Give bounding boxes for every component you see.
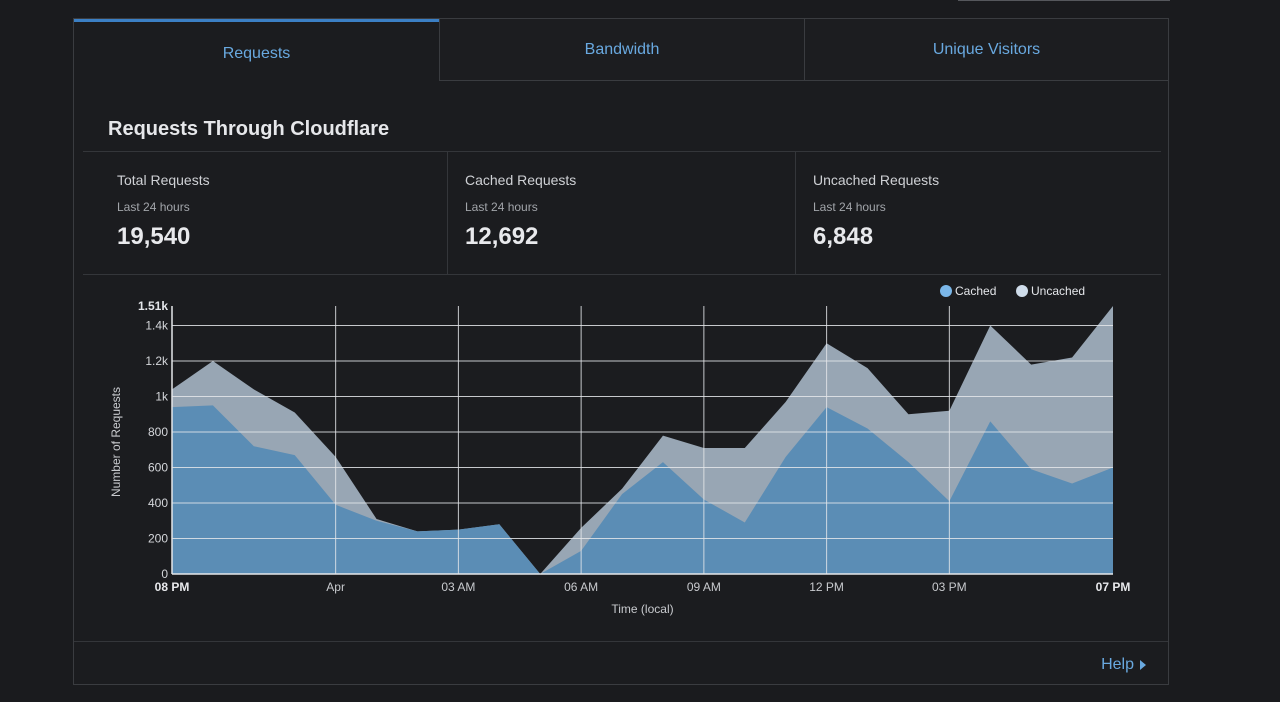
y-tick-label: 600 [148, 461, 168, 475]
x-tick-label: 09 AM [687, 580, 721, 594]
stat-label: Cached Requests [465, 172, 577, 188]
x-tick-label: 08 PM [155, 580, 190, 594]
tab-bandwidth[interactable]: Bandwidth [439, 19, 804, 81]
y-tick-label: 200 [148, 532, 168, 546]
requests-chart: 0 200 400 600 800 1k 1.2k 1.4k 1.51k 08 PM Apr 03 A… [109, 284, 1131, 616]
help-link[interactable]: Help [1101, 656, 1146, 674]
y-tick-label: 1.4k [145, 319, 169, 333]
help-label: Help [1101, 656, 1134, 673]
panel-footer: Help [74, 641, 1168, 685]
tab-unique-visitors[interactable]: Unique Visitors [804, 19, 1168, 81]
y-tick-label: 1.2k [145, 354, 169, 368]
analytics-panel: Requests Bandwidth Unique Visitors Reque… [73, 18, 1169, 685]
y-tick-label: 1k [155, 390, 169, 404]
stat-label: Uncached Requests [813, 172, 940, 188]
y-tick-label: 400 [148, 496, 168, 510]
section-title: Requests Through Cloudflare [108, 118, 390, 140]
stat-label: Total Requests [117, 172, 210, 188]
x-axis-title: Time (local) [611, 602, 673, 616]
stat-cached-requests: Cached Requests Last 24 hours 12,692 [447, 152, 795, 274]
stat-total-requests: Total Requests Last 24 hours 19,540 [83, 152, 447, 274]
tab-bar: Requests Bandwidth Unique Visitors [74, 19, 1168, 81]
stat-period: Last 24 hours [813, 200, 886, 214]
x-tick-label: 03 AM [441, 580, 475, 594]
legend-swatch-cached [940, 285, 952, 297]
stat-value: 6,848 [813, 223, 874, 250]
x-tick-label: 07 PM [1096, 580, 1131, 594]
x-tick-label: 12 PM [809, 580, 844, 594]
legend-label-uncached: Uncached [1031, 284, 1085, 298]
tab-requests[interactable]: Requests [74, 19, 439, 81]
legend-swatch-uncached [1016, 285, 1028, 297]
stat-value: 12,692 [465, 223, 539, 250]
y-tick-label: 800 [148, 425, 168, 439]
caret-right-icon [1140, 660, 1146, 670]
cached-area [172, 405, 1113, 574]
x-tick-label: 06 AM [564, 580, 598, 594]
y-axis-title: Number of Requests [109, 387, 123, 497]
legend-label-cached: Cached [955, 284, 996, 298]
x-tick-label: Apr [326, 580, 345, 594]
y-max-label: 1.51k [138, 299, 168, 313]
stat-period: Last 24 hours [465, 200, 538, 214]
stat-uncached-requests: Uncached Requests Last 24 hours 6,848 [795, 152, 1161, 274]
y-tick-label: 0 [161, 567, 168, 581]
x-tick-label: 03 PM [932, 580, 967, 594]
stat-period: Last 24 hours [117, 200, 190, 214]
top-edge-divider [958, 0, 1170, 1]
stat-value: 19,540 [117, 223, 191, 250]
stats-row: Total Requests Last 24 hours 19,540 Cach… [83, 151, 1161, 275]
